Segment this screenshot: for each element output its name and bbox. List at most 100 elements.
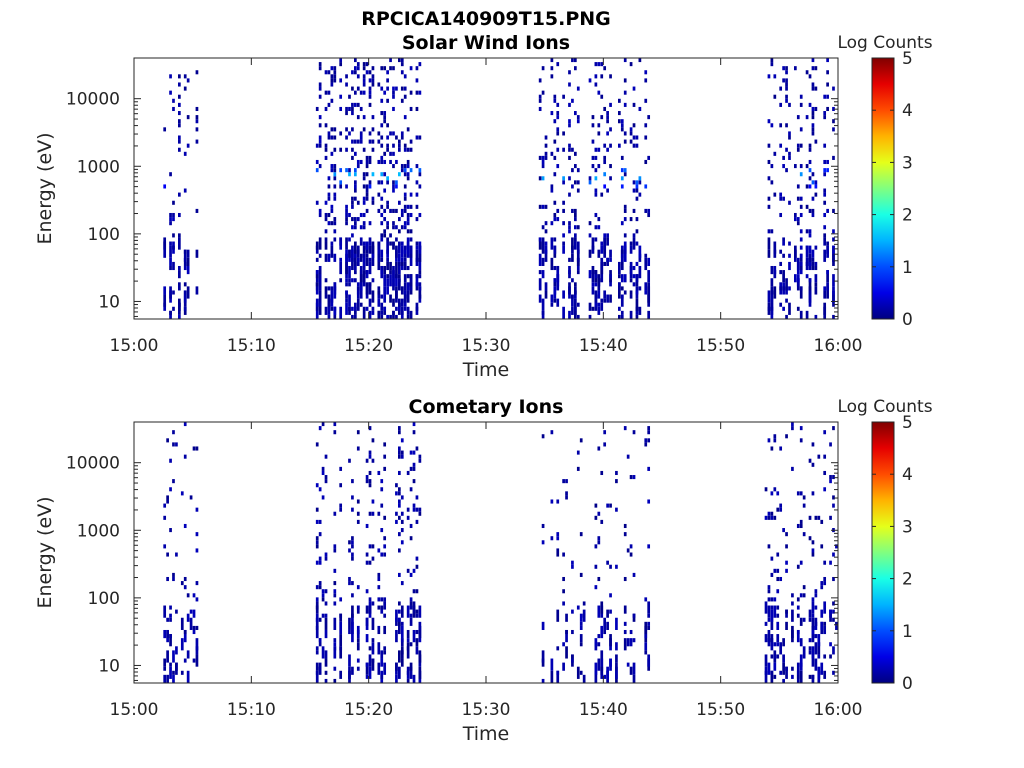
heatmap-cell — [594, 270, 598, 275]
heatmap-cell — [594, 274, 598, 279]
heatmap-cell — [597, 446, 601, 451]
heatmap-cell — [574, 310, 577, 315]
heatmap-cell — [817, 634, 821, 647]
heatmap-cell — [377, 208, 381, 213]
heatmap-cell — [606, 115, 609, 120]
heatmap-cell — [400, 164, 404, 169]
heatmap-cell — [799, 286, 803, 299]
heatmap-cell — [409, 253, 413, 266]
heatmap-cell — [345, 221, 348, 226]
heatmap-cell — [380, 302, 384, 311]
heatmap-cell — [776, 634, 780, 643]
heatmap-cell — [574, 66, 577, 71]
colorbar-tick-label: 1 — [902, 622, 913, 642]
heatmap-cell — [603, 442, 607, 447]
heatmap-cell — [318, 666, 322, 671]
heatmap-cell — [600, 302, 604, 311]
heatmap-cell — [562, 233, 565, 238]
heatmap-cell — [183, 629, 187, 635]
heatmap-cell — [788, 135, 791, 140]
heatmap-cell — [324, 658, 328, 667]
heatmap-cell — [365, 184, 369, 189]
heatmap-cell — [169, 241, 172, 246]
heatmap-cell — [568, 119, 571, 124]
heatmap-cell — [354, 241, 357, 254]
heatmap-cell — [348, 629, 351, 635]
heatmap-cell — [365, 253, 369, 258]
heatmap-cell — [773, 151, 777, 156]
heatmap-cell — [782, 253, 785, 258]
heatmap-cell — [351, 593, 354, 598]
heatmap-cell — [823, 225, 827, 230]
y-tick-label: 10 — [98, 656, 120, 676]
heatmap-cell — [324, 143, 328, 148]
x-tick-label: 15:50 — [696, 700, 745, 720]
heatmap-cell — [594, 503, 598, 508]
heatmap-cell — [400, 450, 404, 455]
heatmap-cell — [814, 106, 818, 112]
heatmap-cell — [574, 208, 577, 213]
heatmap-cell — [574, 298, 577, 311]
heatmap-cell — [330, 127, 334, 132]
heatmap-cell — [172, 212, 175, 218]
heatmap-cell — [175, 609, 178, 614]
heatmap-cell — [835, 621, 838, 626]
heatmap-cell — [395, 314, 398, 319]
heatmap-cell — [371, 438, 375, 443]
heatmap-cell — [318, 237, 322, 250]
heatmap-cell — [163, 503, 167, 508]
heatmap-cell — [392, 151, 395, 156]
heatmap-cell — [351, 544, 354, 549]
heatmap-cell — [808, 245, 812, 254]
heatmap-cell — [403, 147, 407, 152]
heatmap-cell — [409, 106, 413, 112]
heatmap-cell — [398, 241, 401, 254]
heatmap-cell — [392, 180, 395, 185]
heatmap-cell — [377, 548, 381, 553]
heatmap-cell — [808, 646, 812, 651]
heatmap-cell — [811, 257, 815, 262]
heatmap-cell — [571, 560, 574, 565]
heatmap-cell — [368, 237, 372, 242]
heatmap-cell — [415, 564, 419, 569]
heatmap-cell — [609, 249, 612, 258]
heatmap-cell — [348, 249, 351, 258]
heatmap-cell — [609, 564, 612, 569]
heatmap-cell — [796, 662, 800, 675]
heatmap-cell — [832, 286, 835, 291]
heatmap-cell — [609, 294, 612, 303]
heatmap-cell — [365, 164, 369, 169]
heatmap-cell — [647, 426, 651, 431]
heatmap-cell — [368, 511, 372, 516]
heatmap-cell — [644, 70, 648, 75]
heatmap-cell — [398, 548, 401, 553]
heatmap-cell — [377, 131, 381, 136]
heatmap-cell — [409, 536, 413, 541]
heatmap-cell — [556, 609, 560, 622]
heatmap-cell — [371, 642, 375, 655]
heatmap-cell — [541, 159, 545, 165]
heatmap-cell — [333, 430, 337, 435]
x-tick-label: 15:30 — [462, 700, 511, 720]
heatmap-cell — [606, 294, 609, 303]
heatmap-cell — [324, 241, 328, 250]
heatmap-cell — [333, 666, 337, 671]
heatmap-cell — [180, 491, 184, 496]
heatmap-cell — [638, 265, 642, 279]
heatmap-cell — [788, 151, 791, 156]
heatmap-cell — [354, 225, 357, 230]
heatmap-cell — [773, 568, 777, 573]
heatmap-cell — [315, 544, 319, 549]
heatmap-cell — [327, 90, 331, 95]
heatmap-cell — [832, 617, 835, 622]
heatmap-cell — [386, 314, 389, 319]
heatmap-cell — [635, 306, 639, 315]
heatmap-cell — [626, 548, 630, 553]
heatmap-cell — [791, 426, 794, 431]
heatmap-cell — [609, 278, 612, 287]
heatmap-cell — [556, 552, 560, 557]
heatmap-cell — [324, 253, 328, 262]
heatmap-cell — [785, 666, 788, 671]
heatmap-cell — [811, 540, 815, 545]
heatmap-cell — [576, 119, 580, 124]
